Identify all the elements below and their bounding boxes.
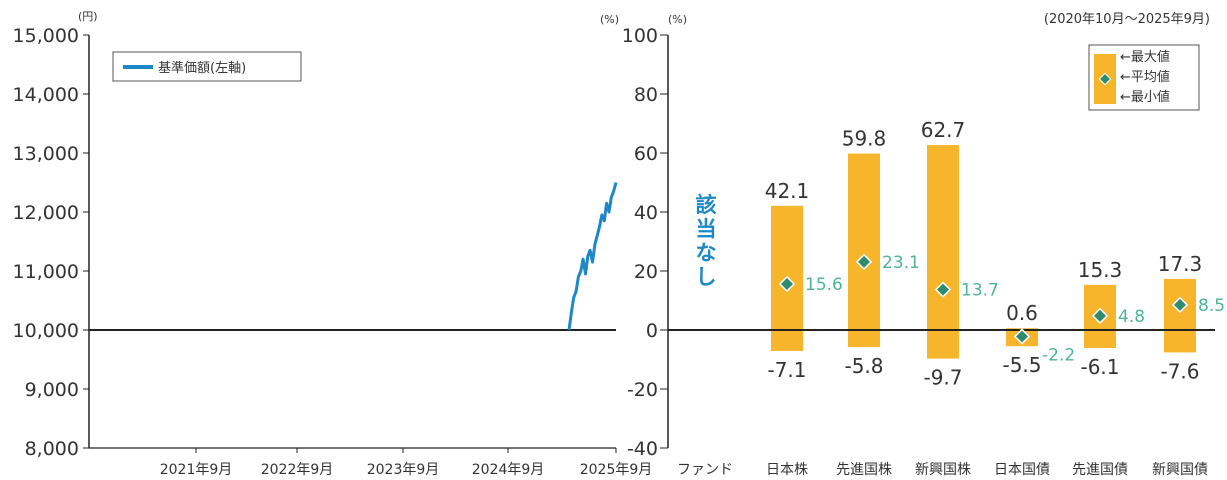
min-value-label: -7.6 <box>1160 359 1199 383</box>
average-marker <box>934 281 952 298</box>
right-y-tick-label: -40 <box>627 438 658 460</box>
right-y-ticks: 100 80 60 40 20 0 -20 -40 <box>622 25 669 460</box>
category-label: 新興国株 <box>915 462 971 478</box>
nav-line-chart: (円) (%) 15,000 14,000 13,000 12,000 11,000 10… <box>13 10 653 478</box>
average-marker <box>1171 296 1189 314</box>
right-y-tick-label: 100 <box>622 25 658 47</box>
value-labels: 42.1-7.115.659.8-5.823.162.7-9.713.70.6-… <box>765 118 1225 390</box>
not-applicable-label: 該当なし <box>696 193 717 289</box>
max-value-label: 42.1 <box>765 179 810 203</box>
avg-value-label: -2.2 <box>1042 345 1075 365</box>
period-label: (2020年10月～2025年9月) <box>1044 12 1210 27</box>
avg-value-label: 8.5 <box>1198 296 1225 316</box>
left-x-tick-label: 2025年9月 <box>580 462 653 478</box>
average-marker <box>1013 328 1031 345</box>
right-y-tick-label: 80 <box>634 84 658 106</box>
left-y-tick-label: 12,000 <box>13 202 79 224</box>
legend-avg-label: ←平均値 <box>1120 69 1170 85</box>
min-value-label: -5.5 <box>1002 353 1041 377</box>
left-y-ticks: 15,000 14,000 13,000 12,000 11,000 10,000 9,00… <box>13 25 616 460</box>
left-y-tick-label: 8,000 <box>25 438 79 460</box>
category-label: 先進国株 <box>836 462 892 478</box>
left-x-tick-label: 2023年9月 <box>367 462 440 478</box>
left-x-ticks: 2021年9月 2022年9月 2023年9月 2024年9月 2025年9月 <box>160 448 653 478</box>
average-marker <box>855 253 873 270</box>
category-label: 先進国債 <box>1072 462 1128 478</box>
right-y-tick-label: 60 <box>634 143 658 165</box>
min-value-label: -6.1 <box>1080 355 1119 379</box>
legend-box: 基準価額(左軸) <box>112 51 302 82</box>
category-label: 新興国債 <box>1152 462 1208 478</box>
legend-label: 基準価額(左軸) <box>158 60 246 76</box>
right-chart-unit: (%) <box>668 13 687 26</box>
max-value-label: 0.6 <box>1006 301 1038 325</box>
left-y-tick-label: 9,000 <box>25 379 79 401</box>
avg-value-label: 4.8 <box>1118 307 1145 327</box>
max-value-label: 59.8 <box>842 127 887 151</box>
min-value-label: -9.7 <box>923 366 962 390</box>
range-bar-chart: (%) (2020年10月～2025年9月) 100 80 60 40 20 0 -20 -4… <box>622 12 1225 478</box>
category-label: ファンド <box>677 462 733 478</box>
range-bar <box>927 145 959 359</box>
max-value-label: 17.3 <box>1158 252 1203 276</box>
left-y-tick-label: 13,000 <box>13 143 79 165</box>
average-markers <box>778 253 1189 345</box>
avg-value-label: 23.1 <box>882 253 920 273</box>
average-marker <box>1091 307 1109 324</box>
right-x-ticks: ファンド 日本株 先進国株 新興国株 日本国債 先進国債 新興国債 <box>677 462 1208 478</box>
range-bar <box>848 153 880 348</box>
min-value-label: -7.1 <box>767 358 806 382</box>
left-x-tick-label: 2022年9月 <box>261 462 334 478</box>
range-bar <box>1164 278 1196 353</box>
right-y-tick-label: 0 <box>646 320 658 342</box>
average-marker <box>778 275 796 293</box>
left-x-tick-label: 2021年9月 <box>160 462 233 478</box>
legend-min-label: ←最小値 <box>1120 89 1170 105</box>
right-y-tick-label: 40 <box>634 202 658 224</box>
right-axis-unit-left-chart: (%) <box>600 13 619 26</box>
right-y-tick-label: -20 <box>627 379 658 401</box>
category-label: 日本国債 <box>994 462 1050 478</box>
avg-value-label: 15.6 <box>805 275 843 295</box>
left-axis-unit: (円) <box>78 10 98 23</box>
left-y-tick-label: 11,000 <box>13 261 79 283</box>
max-value-label: 15.3 <box>1078 258 1123 282</box>
right-y-tick-label: 20 <box>634 261 658 283</box>
left-y-tick-label: 15,000 <box>13 25 79 47</box>
left-x-tick-label: 2024年9月 <box>472 462 545 478</box>
range-legend: ←最大値 ←平均値 ←最小値 <box>1088 44 1200 111</box>
left-y-tick-label: 14,000 <box>13 84 79 106</box>
range-legend-marker-swatch <box>1098 72 1112 86</box>
category-label: 日本株 <box>766 462 808 478</box>
max-value-label: 62.7 <box>921 118 966 142</box>
min-value-label: -5.8 <box>844 354 883 378</box>
avg-value-label: 13.7 <box>961 281 999 301</box>
nav-series-line <box>567 182 618 331</box>
legend-max-label: ←最大値 <box>1120 49 1170 65</box>
left-y-tick-label: 10,000 <box>13 320 79 342</box>
range-bars <box>771 145 1196 359</box>
